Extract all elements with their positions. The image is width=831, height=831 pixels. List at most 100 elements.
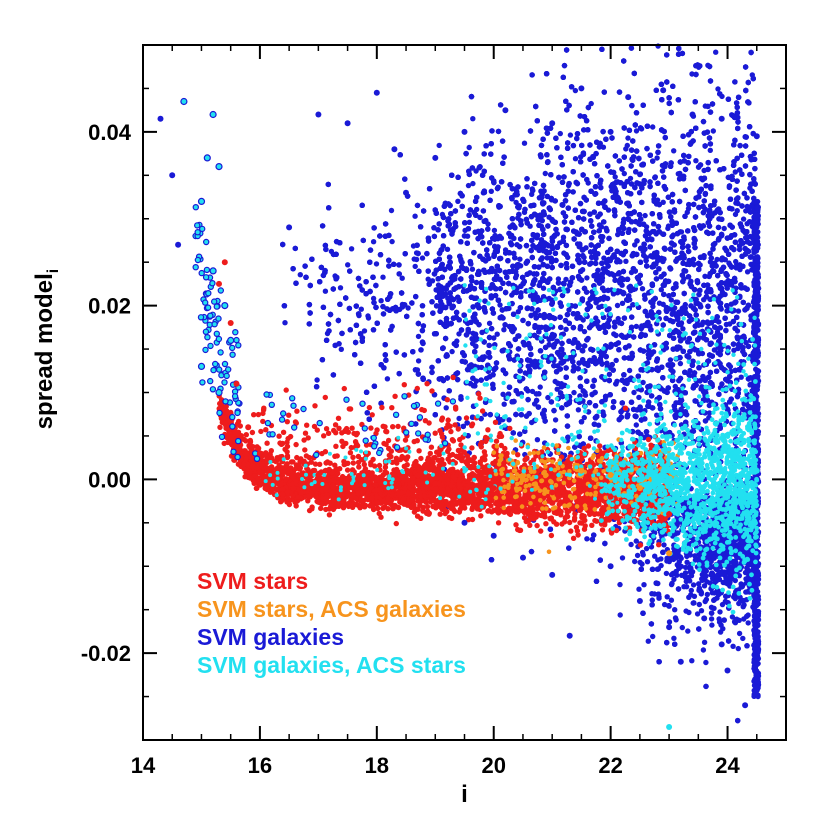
galaxy-point: [494, 331, 500, 337]
galaxy-point: [563, 326, 569, 332]
galaxy-point: [623, 258, 629, 264]
galaxy-point: [491, 227, 498, 234]
galaxy-point: [680, 326, 686, 332]
galaxy-point: [488, 188, 494, 194]
galaxy-point: [373, 261, 380, 267]
galaxy-point: [405, 305, 411, 311]
galaxy-point: [361, 328, 368, 334]
galaxy-point: [575, 407, 582, 413]
galaxy-point: [626, 367, 633, 374]
galaxy-point: [613, 357, 619, 364]
galaxy-point: [566, 307, 572, 313]
galaxy-point: [658, 287, 664, 293]
galaxy-point: [370, 295, 377, 302]
galaxy-point: [435, 282, 442, 288]
galaxy-point: [365, 313, 371, 319]
galaxy-point: [529, 388, 536, 395]
galaxy-point: [338, 346, 344, 352]
galaxy-point: [744, 269, 751, 275]
galaxy-point: [671, 576, 677, 583]
galaxy-point: [509, 292, 515, 298]
galaxy-point: [639, 286, 646, 292]
galaxy-point: [465, 182, 472, 189]
galaxy-point: [600, 144, 607, 150]
galaxy-point: [642, 212, 648, 219]
galaxy-point: [584, 536, 590, 542]
galaxy-point: [456, 331, 462, 337]
galaxy-point: [732, 211, 739, 218]
galaxy-point: [743, 208, 749, 214]
galaxy-point: [636, 394, 642, 401]
galaxy-point: [631, 389, 637, 396]
galaxy-point: [388, 207, 395, 214]
galaxy-point: [345, 262, 351, 268]
galaxy-point: [721, 225, 727, 232]
galaxy-point: [473, 168, 479, 174]
galaxy-point: [711, 347, 718, 353]
galaxy-point: [470, 116, 476, 122]
galaxy-point: [689, 658, 695, 664]
galaxy-point: [714, 256, 720, 263]
galaxy-point: [614, 302, 621, 309]
galaxy-point: [497, 285, 504, 292]
galaxy-point: [715, 86, 721, 92]
galaxy-point: [588, 100, 594, 107]
galaxy-point: [537, 384, 543, 390]
galaxy-point: [473, 279, 480, 286]
galaxy-point: [738, 374, 744, 380]
galaxy-point: [689, 71, 695, 77]
galaxy-point: [555, 276, 562, 282]
galaxy-point: [537, 312, 543, 319]
galaxy-point: [449, 348, 455, 355]
galaxy-point: [581, 414, 587, 421]
galaxy-point: [560, 331, 567, 337]
galaxy-point: [384, 376, 391, 382]
galaxy-point: [470, 180, 476, 187]
galaxy-point: [415, 333, 422, 340]
galaxy-point: [491, 335, 497, 341]
galaxy-point: [633, 128, 640, 134]
galaxy-point: [557, 130, 563, 137]
galaxy-point: [515, 309, 521, 315]
galaxy-point: [419, 255, 426, 261]
galaxy-point: [660, 199, 666, 205]
data-points: [157, 43, 762, 730]
galaxy-point: [413, 256, 420, 263]
galaxy-point: [370, 239, 377, 245]
galaxy-point: [675, 171, 681, 177]
galaxy-point: [380, 274, 386, 280]
galaxy-point: [486, 320, 493, 326]
galaxy-point: [425, 276, 431, 282]
galaxy-point: [521, 140, 528, 146]
galaxy-point: [322, 288, 329, 294]
galaxy-point: [389, 238, 395, 245]
galaxy-point: [621, 170, 627, 177]
galaxy-point: [584, 275, 590, 281]
galaxy-point: [412, 213, 418, 219]
galaxy-point: [619, 555, 626, 561]
galaxy-point: [706, 410, 713, 416]
galaxy-point: [542, 170, 548, 177]
galaxy-point: [735, 308, 742, 314]
galaxy-point: [455, 198, 461, 204]
galaxy-point: [501, 327, 507, 333]
galaxy-point: [612, 174, 618, 180]
galaxy-point: [693, 158, 699, 164]
galaxy-point: [497, 302, 503, 308]
galaxy-point: [732, 169, 738, 175]
galaxy-point: [297, 272, 303, 278]
galaxy-point: [702, 273, 708, 279]
galaxy-point: [572, 156, 579, 162]
galaxy-point: [624, 142, 630, 149]
galaxy-point: [615, 315, 621, 322]
galaxy-point: [654, 155, 660, 161]
galaxy-point: [314, 377, 320, 383]
galaxy-point: [595, 422, 602, 428]
galaxy-point: [731, 347, 737, 353]
galaxy-point: [735, 200, 741, 207]
galaxy-point: [571, 389, 577, 396]
galaxy-point: [572, 87, 579, 94]
galaxy-point: [412, 263, 418, 270]
galaxy-point: [684, 209, 690, 215]
galaxy-point: [337, 285, 344, 291]
